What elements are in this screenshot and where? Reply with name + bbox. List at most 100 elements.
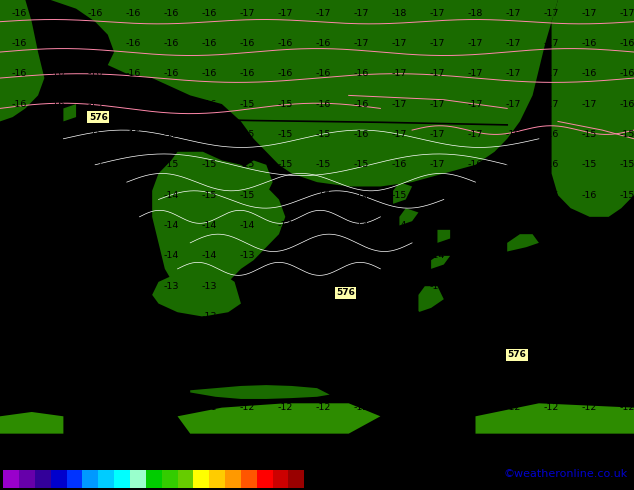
Text: -12: -12 (126, 373, 141, 382)
Text: -14: -14 (240, 221, 255, 230)
Text: -13: -13 (278, 312, 293, 321)
Text: -15: -15 (164, 160, 179, 169)
Text: -17: -17 (506, 69, 521, 78)
Text: -17: -17 (620, 8, 634, 18)
Text: -15: -15 (506, 221, 521, 230)
Bar (225, 470, 241, 488)
Text: -17: -17 (392, 69, 407, 78)
Bar (51, 470, 67, 488)
Text: -12: -12 (506, 312, 521, 321)
Text: -17: -17 (430, 99, 445, 109)
Text: -13: -13 (240, 251, 255, 260)
Text: -12: -12 (582, 373, 597, 382)
Text: -12: -12 (468, 343, 483, 351)
Text: 6: 6 (159, 489, 164, 490)
Text: -13: -13 (316, 312, 331, 321)
Text: -14: -14 (87, 221, 103, 230)
Text: -13: -13 (164, 312, 179, 321)
Text: -12: -12 (278, 373, 293, 382)
Bar (193, 470, 209, 488)
Text: -16: -16 (202, 39, 217, 48)
Text: -16: -16 (354, 69, 369, 78)
Polygon shape (152, 269, 241, 317)
Text: -16: -16 (620, 39, 634, 48)
Text: -12: -12 (87, 343, 103, 351)
Text: -48: -48 (11, 489, 27, 490)
Text: -16: -16 (240, 69, 255, 78)
Text: -17: -17 (544, 99, 559, 109)
Text: -12: -12 (392, 343, 407, 351)
Text: 576: 576 (336, 288, 355, 297)
Text: -17: -17 (430, 160, 445, 169)
Text: -15: -15 (126, 160, 141, 169)
Text: -16: -16 (354, 99, 369, 109)
Text: -15: -15 (240, 160, 255, 169)
Text: -17: -17 (506, 8, 521, 18)
Text: -16: -16 (506, 130, 521, 139)
Text: -17: -17 (544, 8, 559, 18)
Text: -12: -12 (278, 403, 293, 412)
Text: -18: -18 (392, 8, 407, 18)
Polygon shape (437, 230, 450, 243)
Text: -16: -16 (430, 191, 445, 199)
Bar (98, 470, 114, 488)
Text: -16: -16 (506, 160, 521, 169)
Text: -15: -15 (620, 130, 634, 139)
Text: -14: -14 (544, 251, 559, 260)
Text: -12: -12 (11, 343, 27, 351)
Text: -13: -13 (506, 282, 521, 291)
Text: -16: -16 (240, 39, 255, 48)
Text: -12: -12 (392, 373, 407, 382)
Polygon shape (393, 182, 412, 204)
Bar (209, 470, 225, 488)
Text: -14: -14 (11, 251, 27, 260)
Polygon shape (0, 412, 63, 434)
Text: -15: -15 (278, 191, 293, 199)
Text: 576: 576 (507, 350, 526, 359)
Bar (19, 470, 35, 488)
Polygon shape (431, 256, 450, 269)
Text: -13: -13 (468, 282, 483, 291)
Polygon shape (63, 104, 76, 122)
Text: -15: -15 (240, 191, 255, 199)
Text: -17: -17 (316, 8, 331, 18)
Text: -13: -13 (430, 282, 445, 291)
Text: -15: -15 (316, 130, 331, 139)
Polygon shape (32, 0, 558, 187)
Text: -16: -16 (202, 99, 217, 109)
Text: -15: -15 (506, 191, 521, 199)
Text: -15: -15 (11, 160, 27, 169)
Text: -13: -13 (620, 312, 634, 321)
Text: -16: -16 (164, 69, 179, 78)
Text: -16: -16 (49, 8, 65, 18)
Text: -17: -17 (430, 39, 445, 48)
Text: Sa 25-05-2024 00:00 UTC (00+24): Sa 25-05-2024 00:00 UTC (00+24) (395, 442, 628, 455)
Text: -13: -13 (87, 312, 103, 321)
Text: -13: -13 (49, 282, 65, 291)
Bar (273, 470, 288, 488)
Text: -14: -14 (316, 251, 331, 260)
Text: -12: -12 (354, 343, 369, 351)
Text: -15: -15 (582, 221, 597, 230)
Text: -11: -11 (164, 403, 179, 412)
Text: -12: -12 (544, 312, 559, 321)
Text: -17: -17 (278, 8, 293, 18)
Text: -16: -16 (544, 191, 559, 199)
Text: -13: -13 (354, 282, 369, 291)
Bar (67, 470, 82, 488)
Text: ©weatheronline.co.uk: ©weatheronline.co.uk (503, 469, 628, 479)
Text: -14: -14 (202, 221, 217, 230)
Text: -17: -17 (544, 39, 559, 48)
Text: -17: -17 (544, 69, 559, 78)
Text: -12: -12 (468, 312, 483, 321)
Text: -15: -15 (430, 221, 445, 230)
Text: -12: -12 (620, 343, 634, 351)
Text: -16: -16 (316, 39, 331, 48)
Polygon shape (374, 143, 412, 165)
Text: -17: -17 (468, 69, 483, 78)
Text: -15: -15 (620, 160, 634, 169)
Text: Height/Temp. 500 hPa [gdmp][°C] ECMWF: Height/Temp. 500 hPa [gdmp][°C] ECMWF (6, 442, 284, 455)
Text: -12: -12 (354, 373, 369, 382)
Text: -16: -16 (544, 160, 559, 169)
Text: -12: -12 (49, 343, 65, 351)
